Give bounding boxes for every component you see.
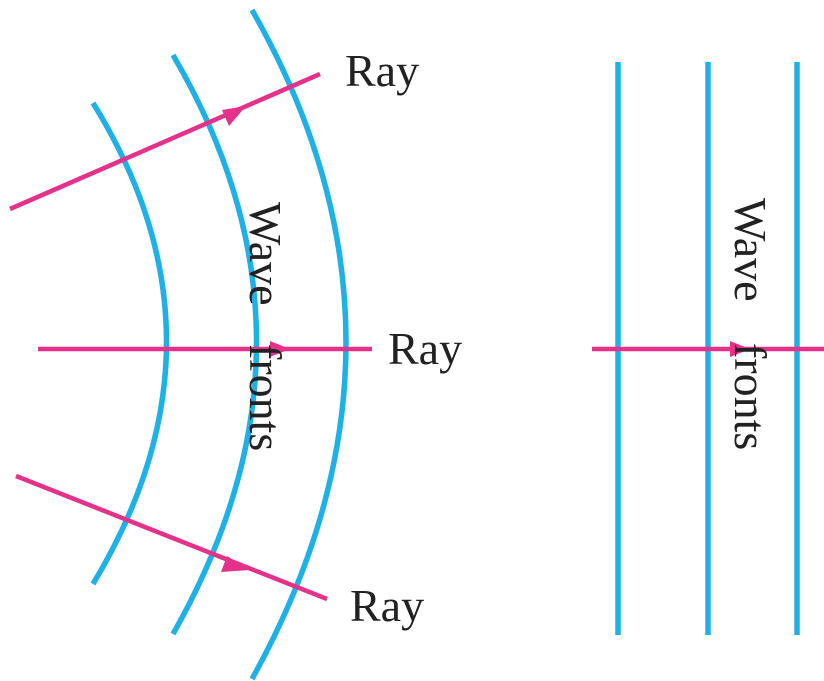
ray-label-middle: Ray (388, 323, 462, 374)
ray-line-bottom (15, 473, 328, 602)
wavefront-label-line-1: Wave (240, 202, 291, 306)
spherical-wave-panel: Ray Ray Ray Wave fronts (9, 8, 462, 681)
ray-label-bottom: Ray (350, 580, 424, 631)
plane-wavefront-label: Wave fronts (725, 198, 776, 450)
ray-line-top (9, 71, 321, 212)
plane-wavefront-label-line-2: fronts (725, 343, 776, 450)
plane-wave-panel: Wave fronts (592, 62, 824, 635)
ray-arrowhead-bottom (221, 556, 249, 572)
plane-ray-arrowhead (730, 341, 750, 357)
ray-label-top: Ray (345, 45, 419, 96)
ray-arrowhead-middle (270, 341, 290, 357)
spherical-wavefront-3 (249, 8, 349, 681)
spherical-wavefront-label: Wave fronts (240, 202, 291, 451)
spherical-wavefront-1 (90, 101, 170, 586)
spherical-wavefront-2 (170, 53, 260, 636)
wavefront-label-line-2: fronts (240, 344, 291, 451)
plane-wavefront-label-line-1: Wave (725, 198, 776, 302)
ray-arrowhead-top (222, 106, 246, 126)
